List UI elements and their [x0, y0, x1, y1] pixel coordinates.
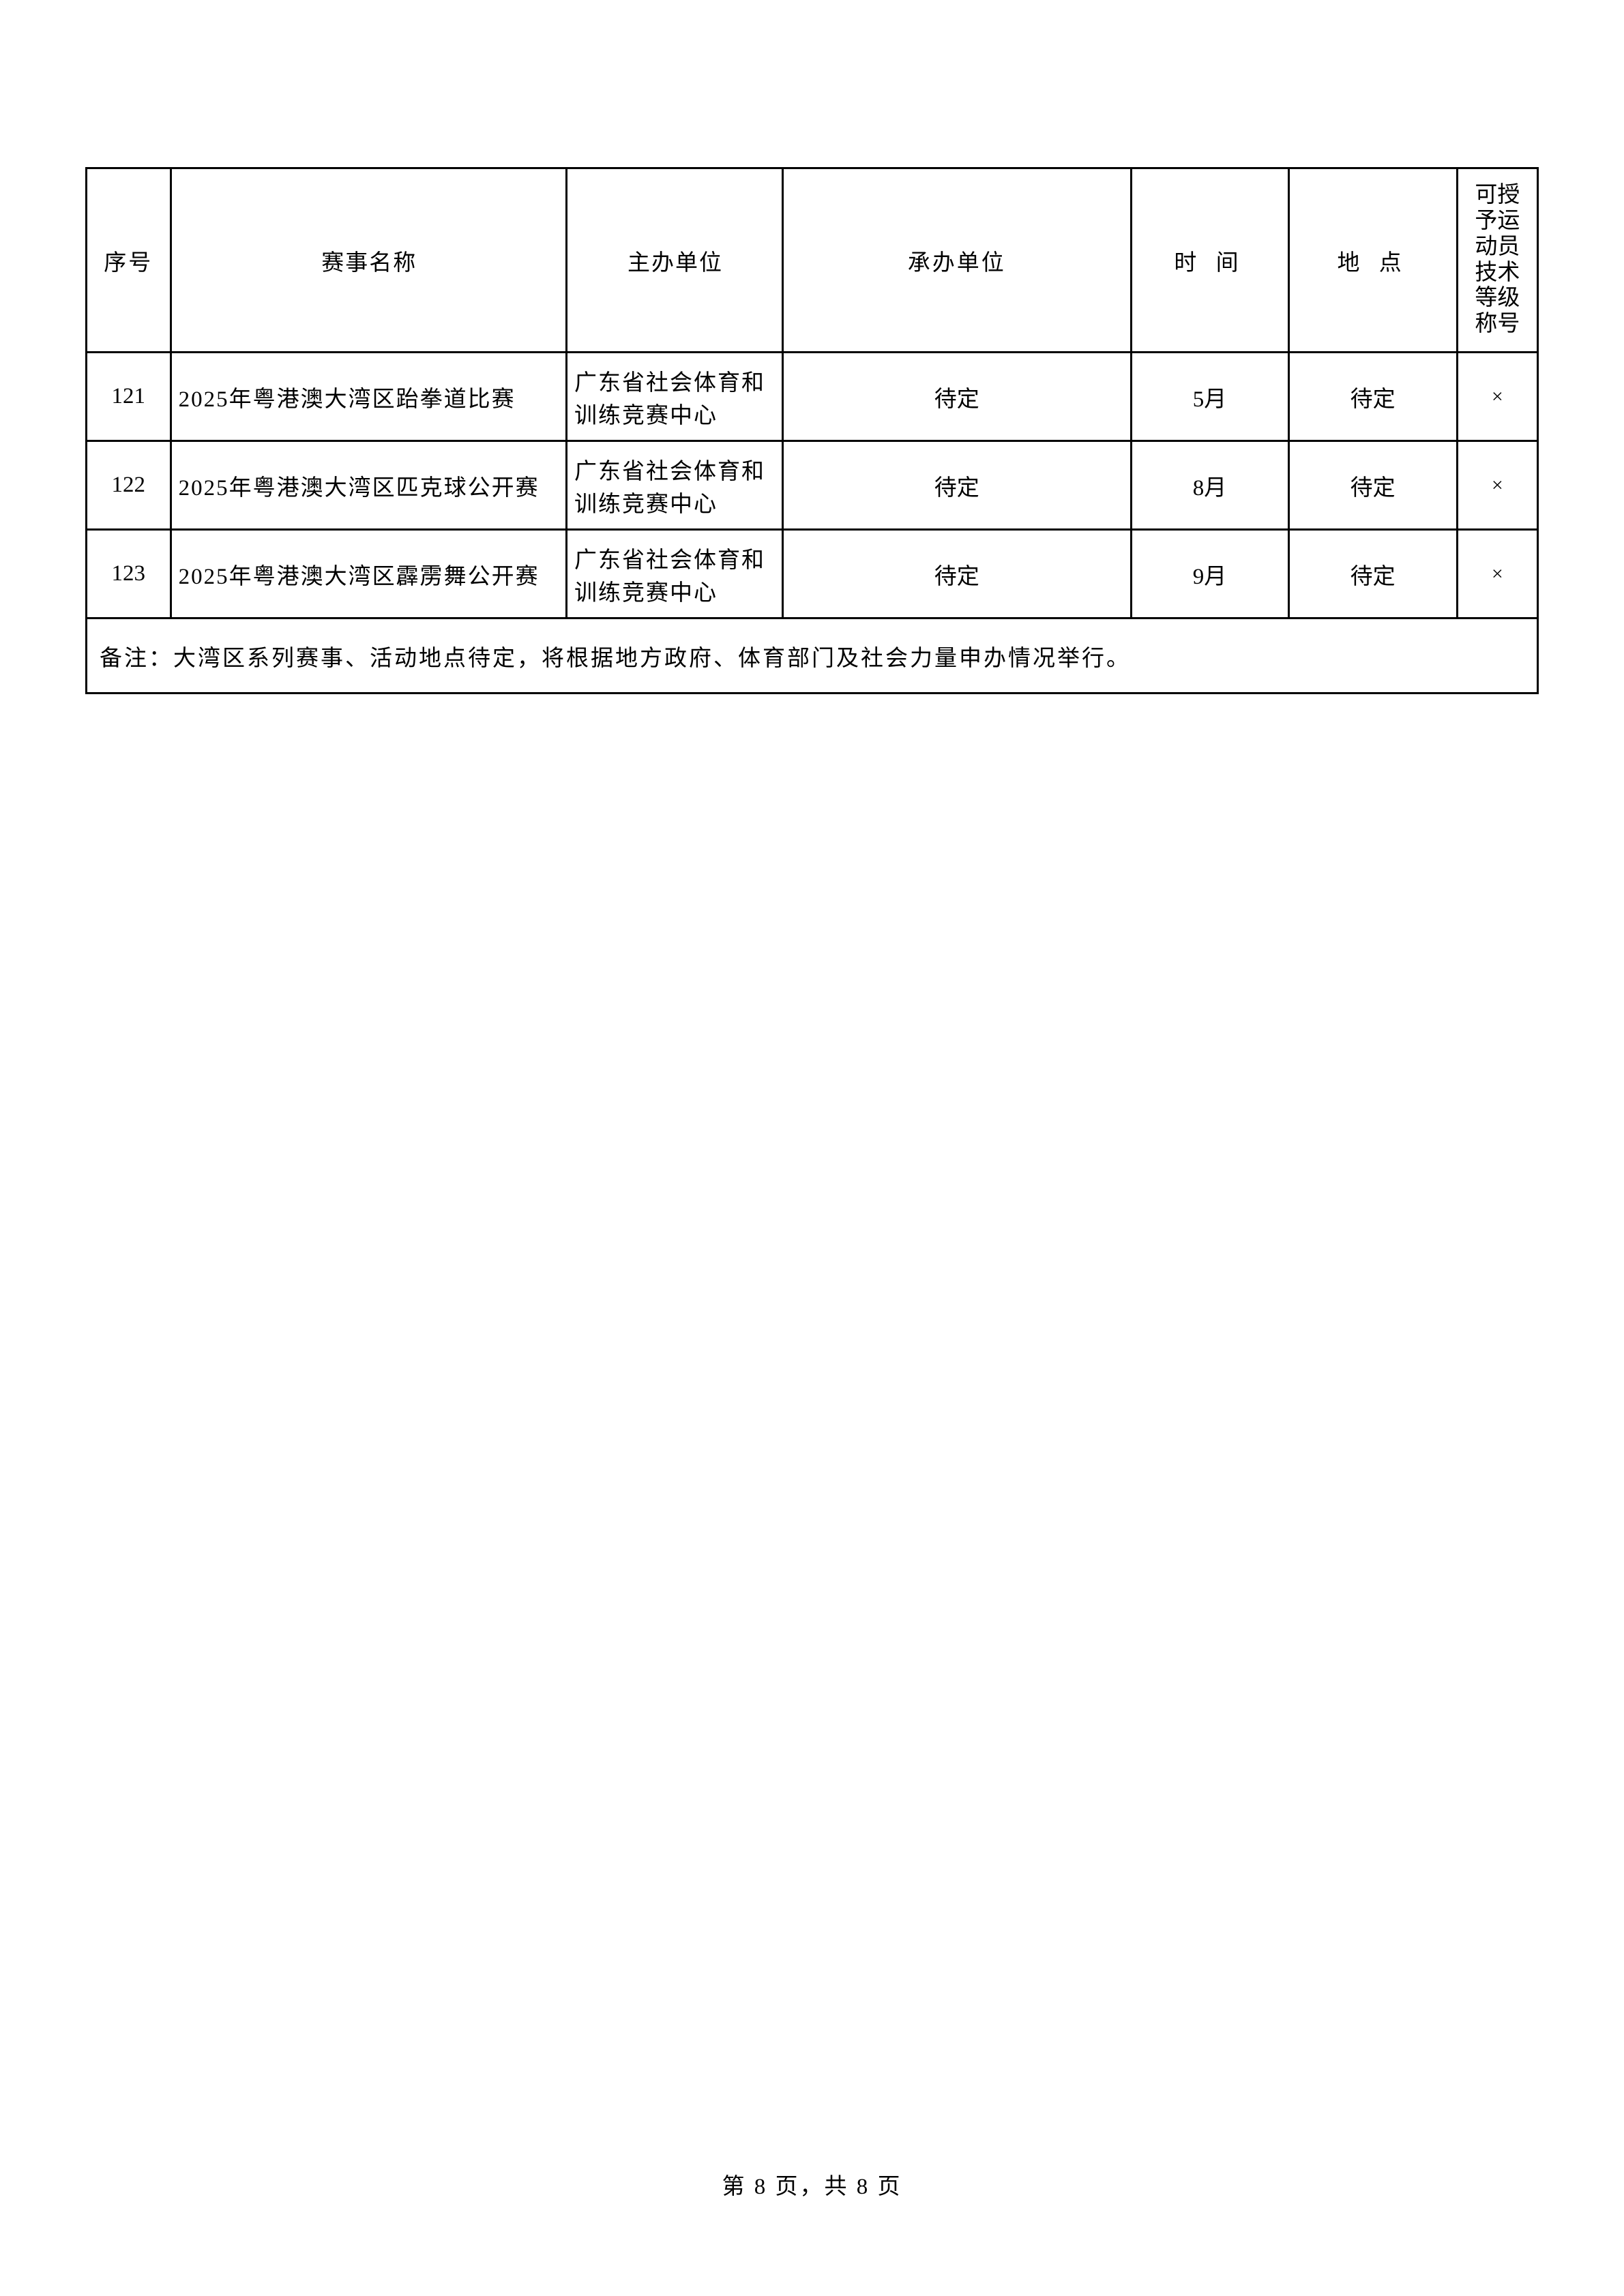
table-row: 122 2025年粤港澳大湾区匹克球公开赛 广东省社会体育和训练竞赛中心 待定 … — [87, 441, 1538, 530]
cell-org: 待定 — [783, 441, 1132, 530]
cell-num: 122 — [87, 441, 171, 530]
cell-name: 2025年粤港澳大湾区匹克球公开赛 — [171, 441, 566, 530]
cell-org: 待定 — [783, 353, 1132, 441]
header-name: 赛事名称 — [171, 168, 566, 353]
page-container: 序号 赛事名称 主办单位 承办单位 时 间 地 点 可授予运动员技术等级称号 1… — [0, 0, 1624, 694]
header-host: 主办单位 — [566, 168, 782, 353]
events-table: 序号 赛事名称 主办单位 承办单位 时 间 地 点 可授予运动员技术等级称号 1… — [85, 167, 1539, 694]
cell-loc: 待定 — [1288, 441, 1457, 530]
cell-grant: × — [1457, 441, 1537, 530]
table-note-row: 备注：大湾区系列赛事、活动地点待定，将根据地方政府、体育部门及社会力量申办情况举… — [87, 618, 1538, 694]
cell-name: 2025年粤港澳大湾区霹雳舞公开赛 — [171, 530, 566, 618]
cell-time: 9月 — [1131, 530, 1288, 618]
table-header-row: 序号 赛事名称 主办单位 承办单位 时 间 地 点 可授予运动员技术等级称号 — [87, 168, 1538, 353]
header-loc: 地 点 — [1288, 168, 1457, 353]
cell-grant: × — [1457, 530, 1537, 618]
note-cell: 备注：大湾区系列赛事、活动地点待定，将根据地方政府、体育部门及社会力量申办情况举… — [87, 618, 1538, 694]
header-num: 序号 — [87, 168, 171, 353]
header-time: 时 间 — [1131, 168, 1288, 353]
page-footer: 第 8 页，共 8 页 — [0, 2168, 1624, 2201]
cell-loc: 待定 — [1288, 530, 1457, 618]
cell-num: 121 — [87, 353, 171, 441]
table-row: 121 2025年粤港澳大湾区跆拳道比赛 广东省社会体育和训练竞赛中心 待定 5… — [87, 353, 1538, 441]
cell-host: 广东省社会体育和训练竞赛中心 — [566, 530, 782, 618]
cell-host: 广东省社会体育和训练竞赛中心 — [566, 353, 782, 441]
cell-grant: × — [1457, 353, 1537, 441]
cell-time: 5月 — [1131, 353, 1288, 441]
header-org: 承办单位 — [783, 168, 1132, 353]
cell-org: 待定 — [783, 530, 1132, 618]
cell-num: 123 — [87, 530, 171, 618]
table-row: 123 2025年粤港澳大湾区霹雳舞公开赛 广东省社会体育和训练竞赛中心 待定 … — [87, 530, 1538, 618]
cell-time: 8月 — [1131, 441, 1288, 530]
cell-host: 广东省社会体育和训练竞赛中心 — [566, 441, 782, 530]
cell-loc: 待定 — [1288, 353, 1457, 441]
table-body: 121 2025年粤港澳大湾区跆拳道比赛 广东省社会体育和训练竞赛中心 待定 5… — [87, 353, 1538, 694]
cell-name: 2025年粤港澳大湾区跆拳道比赛 — [171, 353, 566, 441]
header-grant: 可授予运动员技术等级称号 — [1457, 168, 1537, 353]
